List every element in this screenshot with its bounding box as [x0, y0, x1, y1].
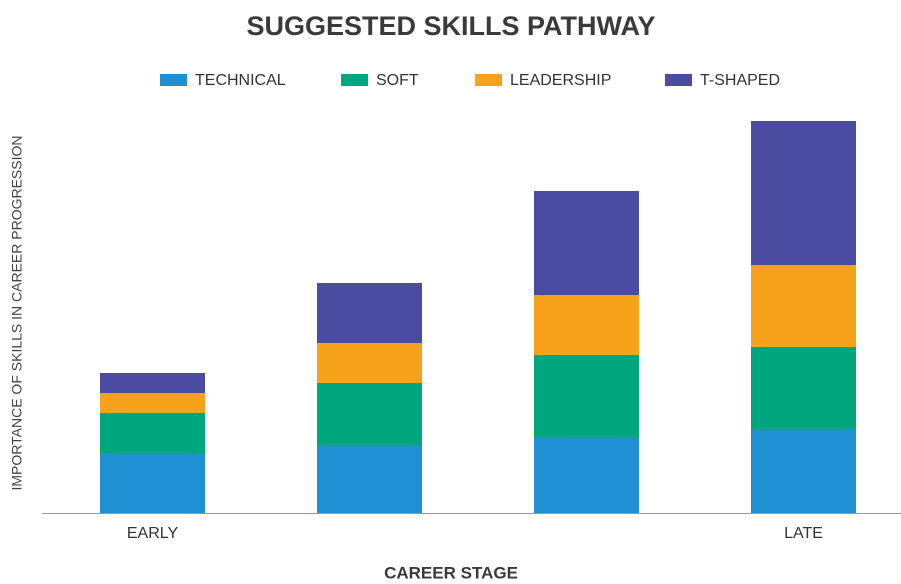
bar-segment [751, 121, 856, 265]
legend-label: LEADERSHIP [510, 72, 611, 89]
bar-segment [317, 343, 422, 383]
legend-swatch [475, 74, 502, 86]
bar-segment [751, 429, 856, 513]
bar-segment [534, 295, 639, 355]
bar-segment [317, 445, 422, 513]
y-axis-title: IMPORTANCE OF SKILLS IN CAREER PROGRESSI… [9, 136, 25, 491]
legend-label: T-SHAPED [700, 72, 780, 89]
bar-segment [751, 347, 856, 429]
bar-segment [534, 437, 639, 513]
bar-segment [100, 373, 205, 393]
legend-label: TECHNICAL [195, 72, 286, 89]
legend-label: SOFT [376, 72, 419, 89]
bar-segment [100, 413, 205, 453]
bar-segment [317, 383, 422, 445]
legend-swatch [160, 74, 187, 86]
bar-segment [534, 355, 639, 437]
bar-segment [751, 265, 856, 347]
legend-swatch [341, 74, 368, 86]
x-tick-label: EARLY [127, 525, 179, 542]
x-axis-title: CAREER STAGE [384, 563, 518, 582]
bar-segment [100, 453, 205, 513]
chart-title: SUGGESTED SKILLS PATHWAY [246, 11, 655, 41]
bar-segment [534, 191, 639, 295]
bar-segment [317, 283, 422, 343]
legend-swatch [665, 74, 692, 86]
x-tick-label: LATE [784, 525, 823, 542]
bar-segment [100, 393, 205, 413]
